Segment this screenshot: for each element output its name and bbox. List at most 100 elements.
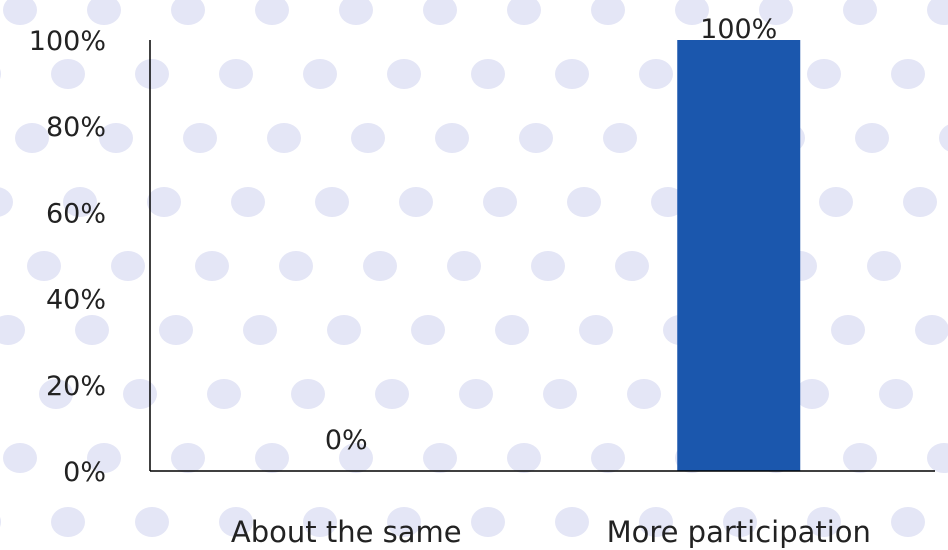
- background-dot: [579, 315, 613, 345]
- background-dot: [387, 507, 421, 537]
- background-dot: [531, 251, 565, 281]
- background-dot: [339, 0, 373, 25]
- background-dot: [507, 0, 541, 25]
- background-dot: [723, 507, 757, 537]
- background-dot: [171, 443, 205, 473]
- background-dot: [459, 379, 493, 409]
- background-dot: [615, 251, 649, 281]
- background-dot: [0, 516, 1, 528]
- background-dot: [387, 59, 421, 89]
- y-tick-label: 20%: [46, 371, 106, 402]
- background-dot: [939, 124, 948, 152]
- background-dot: [219, 59, 253, 89]
- x-category-label: About the same: [231, 515, 462, 549]
- background-dot: [315, 187, 349, 217]
- background-dot: [555, 507, 589, 537]
- background-dot: [3, 443, 37, 473]
- background-dot: [411, 315, 445, 345]
- background-dot: [87, 443, 121, 473]
- background-dot: [99, 123, 133, 153]
- background-dot: [75, 315, 109, 345]
- background-dot: [423, 443, 457, 473]
- background-dot: [627, 379, 661, 409]
- background-dot: [831, 315, 865, 345]
- background-dot: [255, 0, 289, 25]
- background-dot: [135, 59, 169, 89]
- background-dot: [543, 379, 577, 409]
- background-dot: [111, 251, 145, 281]
- background-dot: [567, 187, 601, 217]
- background-dot: [927, 0, 948, 25]
- background-dot: [0, 315, 25, 345]
- x-category-label: More participation: [607, 515, 871, 549]
- background-dot: [651, 187, 685, 217]
- axes-group: [149, 40, 935, 472]
- background-dot: [15, 123, 49, 153]
- background-dot: [375, 379, 409, 409]
- background-dot: [639, 507, 673, 537]
- background-dot: [891, 507, 925, 537]
- background-dot: [447, 251, 481, 281]
- background-dot: [471, 507, 505, 537]
- background-dot: [219, 507, 253, 537]
- y-tick-labels: 0% 20% 40% 60% 80% 100%: [29, 26, 106, 488]
- background-dot: [915, 315, 948, 345]
- background-dot: [87, 0, 121, 25]
- background-dot: [483, 187, 517, 217]
- background-dot: [903, 187, 937, 217]
- background-dot: [51, 59, 85, 89]
- background-dot: [855, 123, 889, 153]
- background-dot: [303, 59, 337, 89]
- background-dot: [159, 315, 193, 345]
- background-dot: [123, 379, 157, 409]
- background-dot: [363, 251, 397, 281]
- bars-group: [677, 40, 801, 471]
- background-dot: [243, 315, 277, 345]
- background-dot: [255, 443, 289, 473]
- bar-data-label: 0%: [325, 425, 368, 456]
- background-dot: [807, 59, 841, 89]
- background-dot: [639, 59, 673, 89]
- background-dot: [63, 187, 97, 217]
- background-dot: [135, 507, 169, 537]
- background-dot: [231, 187, 265, 217]
- y-tick-label: 40%: [46, 285, 106, 316]
- y-tick-label: 60%: [46, 198, 106, 229]
- background-dot: [351, 123, 385, 153]
- y-tick-label: 100%: [29, 26, 106, 57]
- background-dot: [603, 123, 637, 153]
- background-dot: [339, 443, 373, 473]
- background-dot: [819, 187, 853, 217]
- background-dot: [507, 443, 541, 473]
- background-dot: [423, 0, 457, 25]
- background-dot: [279, 251, 313, 281]
- background-dot: [843, 443, 877, 473]
- background-dot: [675, 0, 709, 25]
- background-dot: [435, 123, 469, 153]
- background-dot: [39, 379, 73, 409]
- background-dot: [0, 187, 13, 217]
- bar: [677, 40, 801, 471]
- background-dot: [183, 123, 217, 153]
- background-dot: [303, 507, 337, 537]
- background-dot: [27, 251, 61, 281]
- background-dot: [843, 0, 877, 25]
- background-dot: [795, 379, 829, 409]
- background-dot: [591, 0, 625, 25]
- y-tick-label: 80%: [46, 112, 106, 143]
- background-dot: [51, 507, 85, 537]
- background-dot: [495, 315, 529, 345]
- background-dot: [891, 59, 925, 89]
- background-dot: [591, 443, 625, 473]
- background-dot: [471, 59, 505, 89]
- background-dot: [0, 68, 1, 80]
- y-tick-label: 0%: [63, 457, 106, 488]
- data-labels: 0% 100%: [325, 14, 778, 456]
- background-dot: [171, 0, 205, 25]
- background-dot: [555, 59, 589, 89]
- x-category-labels: About the same More participation: [231, 515, 871, 549]
- background-dot: [927, 443, 948, 473]
